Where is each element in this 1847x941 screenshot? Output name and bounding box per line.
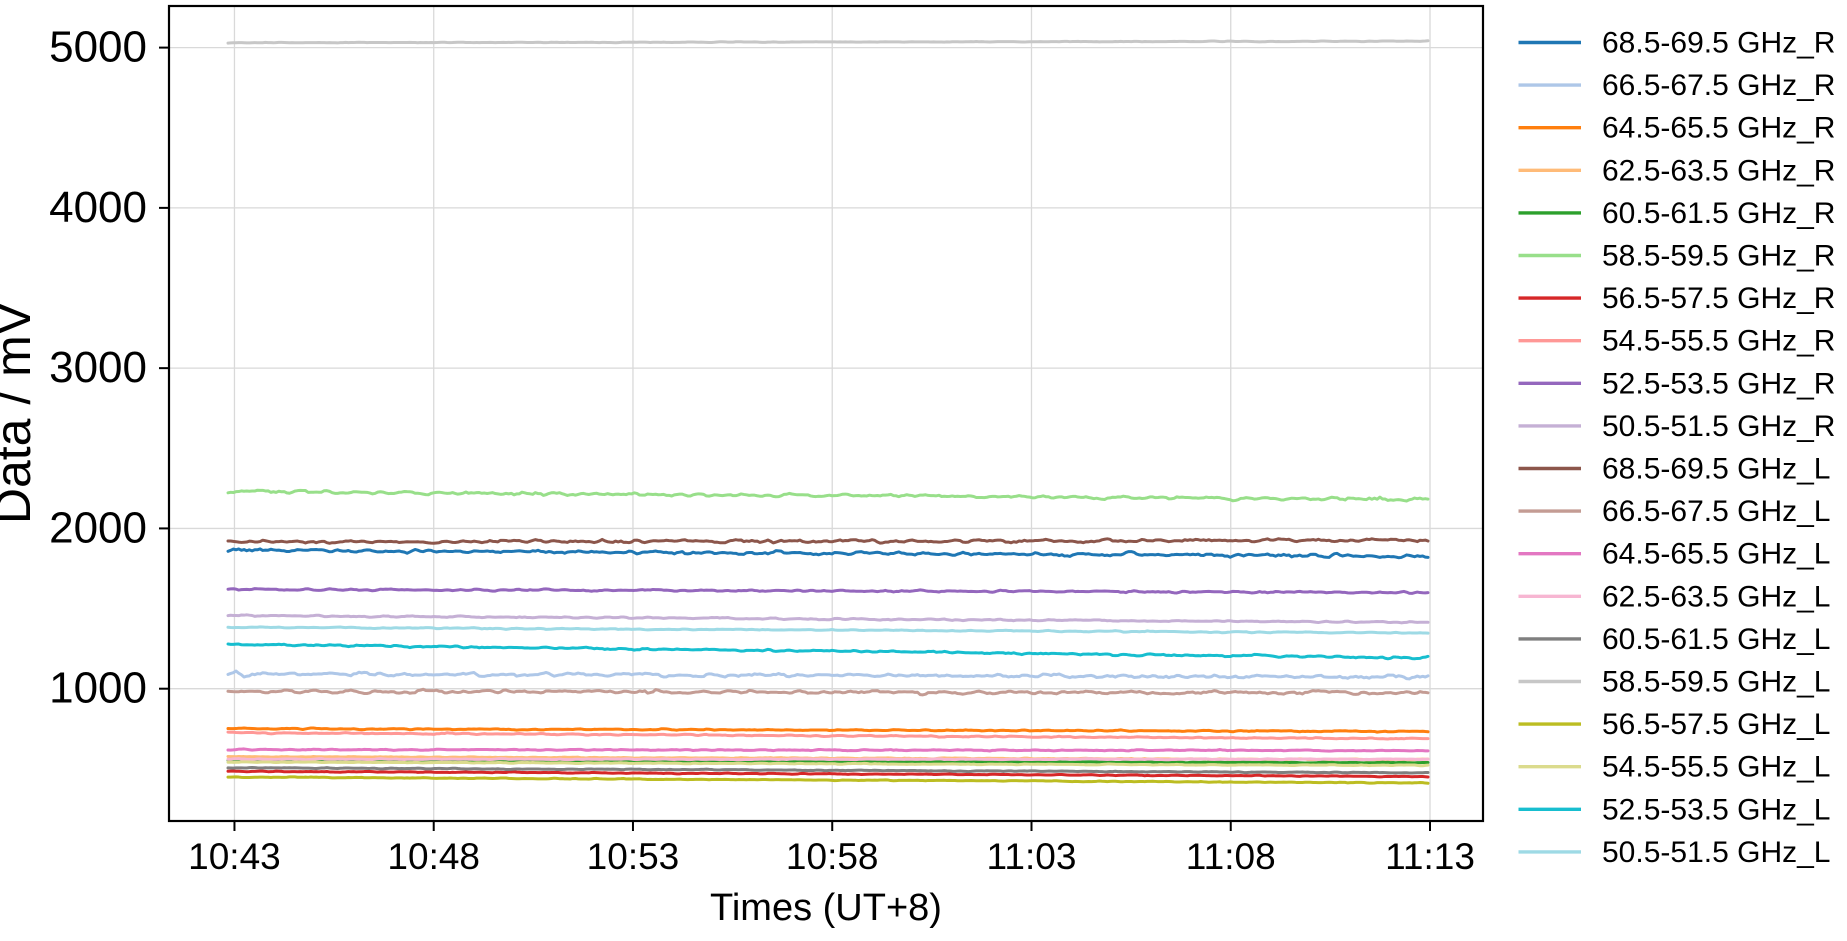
svg-text:10:53: 10:53: [587, 836, 680, 877]
svg-text:68.5-69.5 GHz_L: 68.5-69.5 GHz_L: [1602, 453, 1830, 486]
svg-text:Data / mV: Data / mV: [0, 301, 41, 524]
svg-text:11:03: 11:03: [987, 836, 1077, 877]
svg-text:50.5-51.5 GHz_L: 50.5-51.5 GHz_L: [1602, 836, 1830, 869]
svg-text:1000: 1000: [49, 664, 147, 713]
svg-text:62.5-63.5 GHz_L: 62.5-63.5 GHz_L: [1602, 580, 1830, 613]
svg-text:54.5-55.5 GHz_R: 54.5-55.5 GHz_R: [1602, 325, 1835, 358]
svg-text:Times (UT+8): Times (UT+8): [710, 887, 942, 929]
svg-text:10:48: 10:48: [387, 836, 480, 877]
svg-text:52.5-53.5 GHz_L: 52.5-53.5 GHz_L: [1602, 793, 1830, 826]
svg-text:52.5-53.5 GHz_R: 52.5-53.5 GHz_R: [1602, 367, 1835, 400]
svg-text:68.5-69.5 GHz_R: 68.5-69.5 GHz_R: [1602, 27, 1835, 60]
svg-text:60.5-61.5 GHz_L: 60.5-61.5 GHz_L: [1602, 623, 1830, 656]
svg-text:66.5-67.5 GHz_L: 66.5-67.5 GHz_L: [1602, 495, 1830, 528]
svg-text:11:08: 11:08: [1186, 836, 1276, 877]
svg-text:4000: 4000: [49, 183, 147, 232]
svg-text:3000: 3000: [49, 343, 147, 392]
svg-text:50.5-51.5 GHz_R: 50.5-51.5 GHz_R: [1602, 410, 1835, 443]
svg-text:2000: 2000: [49, 503, 147, 552]
svg-text:10:58: 10:58: [786, 836, 879, 877]
svg-text:58.5-59.5 GHz_L: 58.5-59.5 GHz_L: [1602, 666, 1830, 699]
svg-text:58.5-59.5 GHz_R: 58.5-59.5 GHz_R: [1602, 240, 1835, 273]
svg-text:10:43: 10:43: [188, 836, 281, 877]
svg-text:60.5-61.5 GHz_R: 60.5-61.5 GHz_R: [1602, 197, 1835, 230]
svg-text:54.5-55.5 GHz_L: 54.5-55.5 GHz_L: [1602, 751, 1830, 784]
svg-text:66.5-67.5 GHz_R: 66.5-67.5 GHz_R: [1602, 69, 1835, 102]
svg-text:62.5-63.5 GHz_R: 62.5-63.5 GHz_R: [1602, 154, 1835, 187]
svg-text:11:13: 11:13: [1385, 836, 1475, 877]
svg-text:64.5-65.5 GHz_L: 64.5-65.5 GHz_L: [1602, 538, 1830, 571]
svg-text:5000: 5000: [49, 23, 147, 72]
svg-text:64.5-65.5 GHz_R: 64.5-65.5 GHz_R: [1602, 112, 1835, 145]
svg-text:56.5-57.5 GHz_L: 56.5-57.5 GHz_L: [1602, 708, 1830, 741]
svg-text:56.5-57.5 GHz_R: 56.5-57.5 GHz_R: [1602, 282, 1835, 315]
